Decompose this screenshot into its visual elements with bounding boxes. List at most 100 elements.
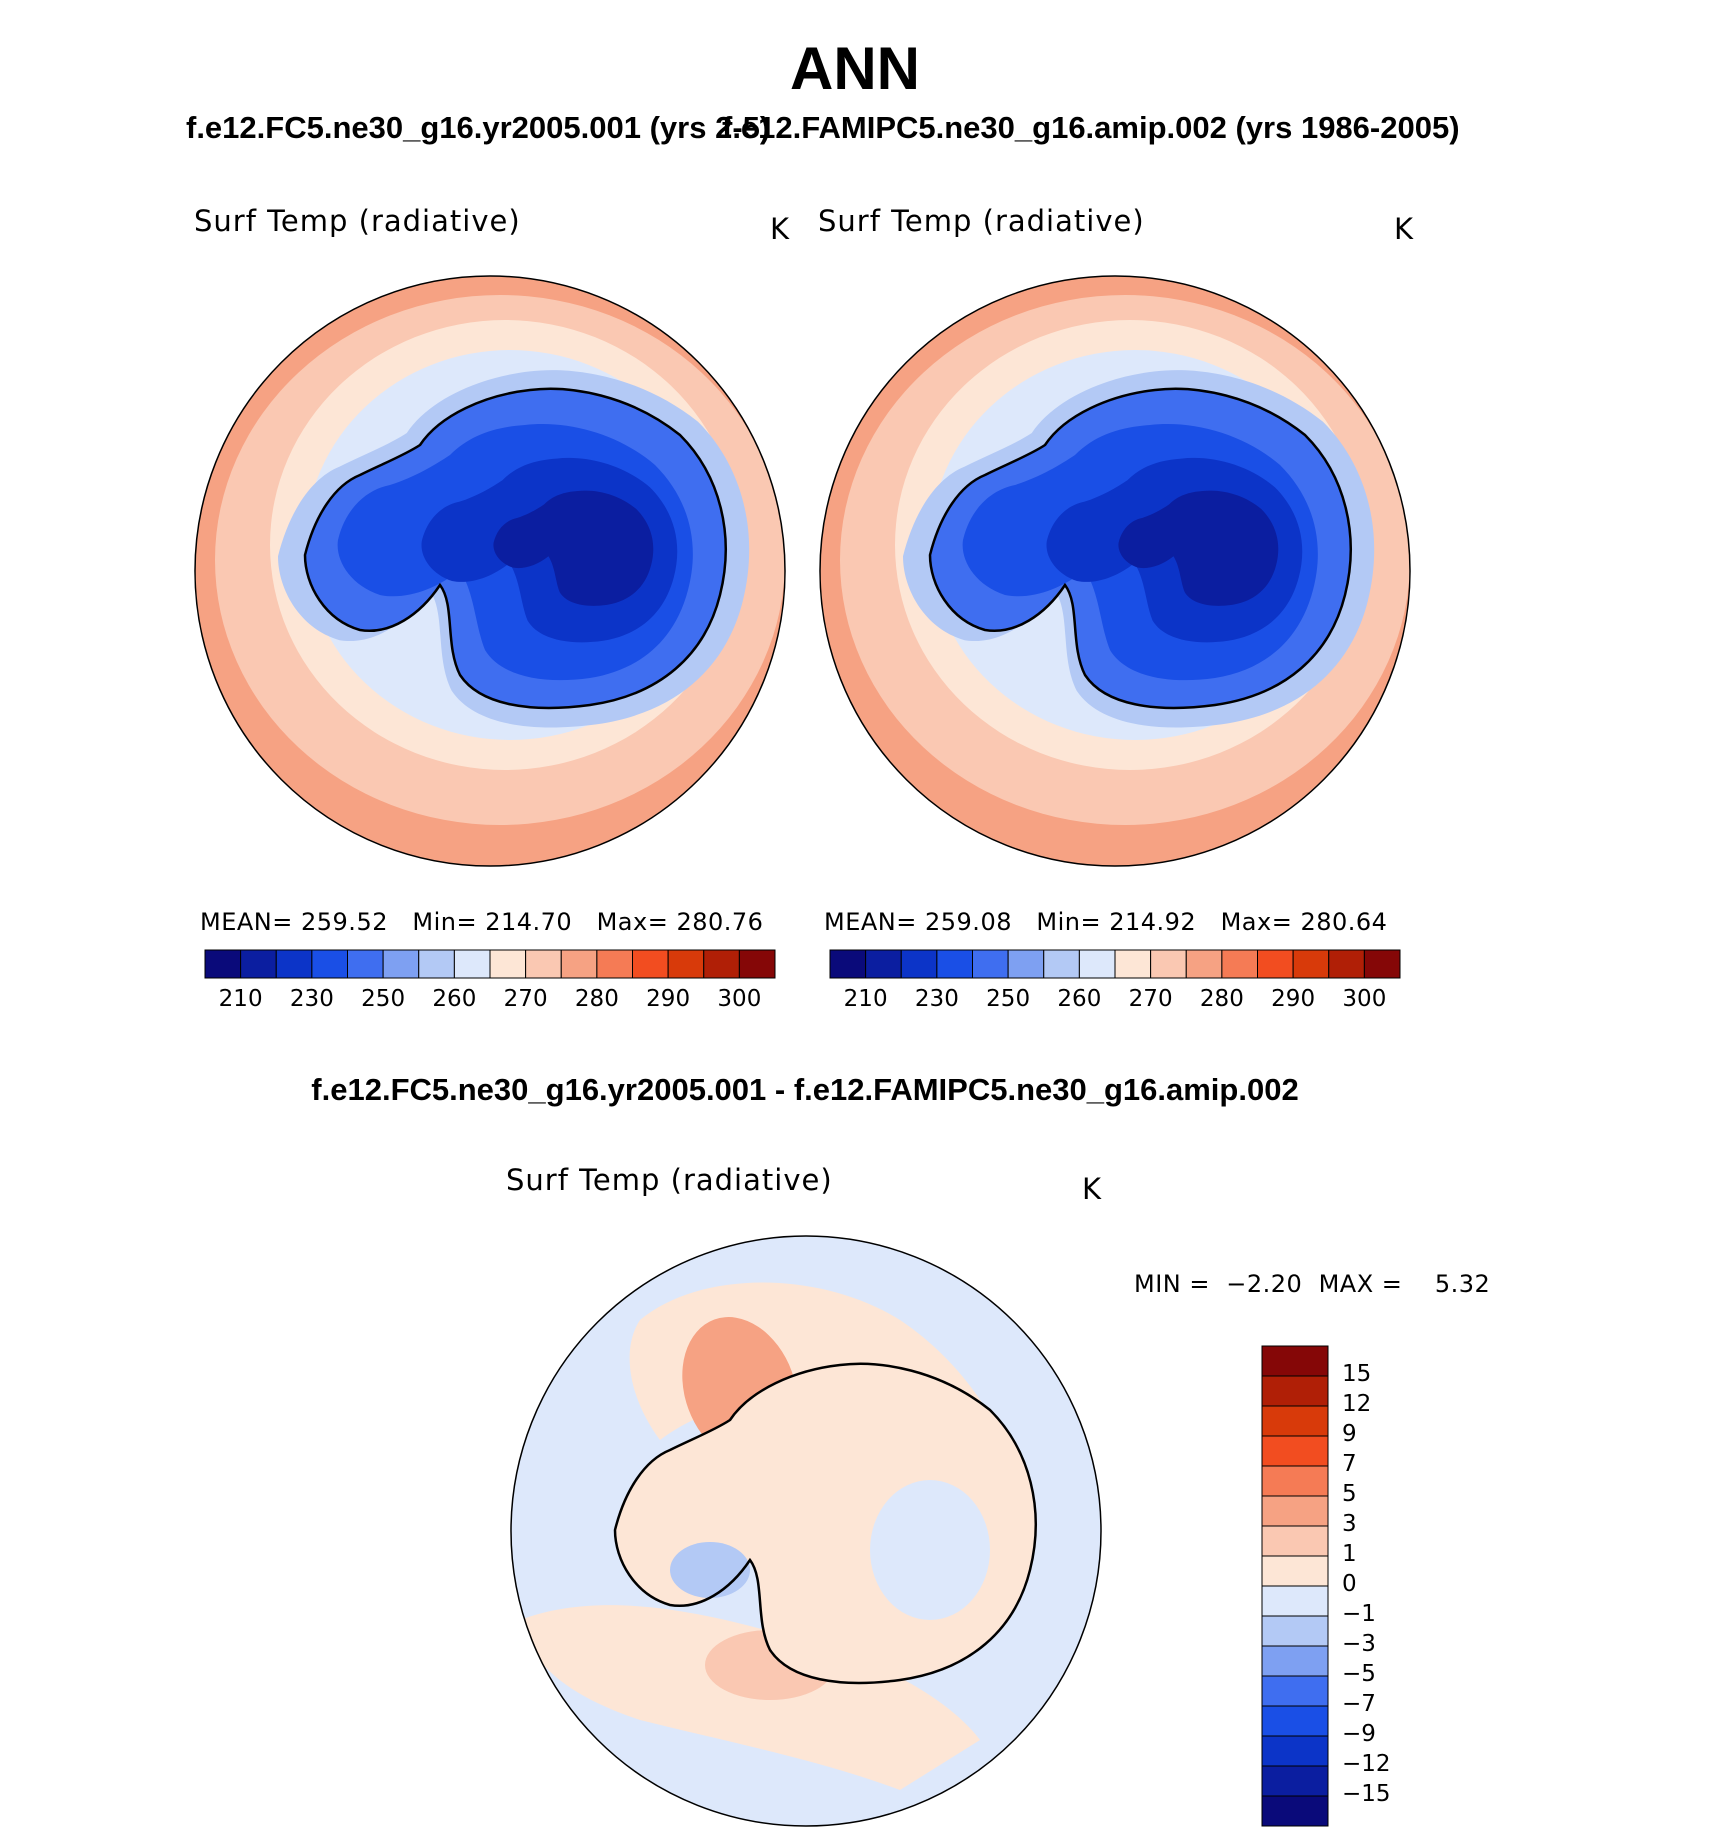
panel3-colorbar-tick-label: 5 (1342, 1481, 1357, 1507)
panel3-colorbar-box (1261, 1675, 1329, 1707)
panel3-map-border (510, 1235, 1102, 1827)
panel3-colorbar-tick-label: 0 (1342, 1571, 1357, 1597)
panel1-colorbar-box (560, 949, 598, 979)
panel1-map-border (194, 275, 786, 867)
case1-title: f.e12.FC5.ne30_g16.yr2005.001 (yrs 2-5) (186, 110, 771, 145)
panel2-colorbar-box (865, 949, 902, 979)
panel1-colorbar-box (240, 949, 277, 979)
panel1-colorbar-tick-label: 250 (361, 986, 406, 1012)
panel2-map-border (819, 275, 1411, 867)
panel1-colorbar-box (418, 949, 455, 979)
panel1-units-label: K (770, 212, 790, 246)
panel3-antarctica (613, 1362, 1037, 1685)
panel2-min-label: Min= (1036, 908, 1102, 936)
panel1-min-value: 214.70 (485, 908, 573, 936)
panel1-colorbar-box (204, 949, 242, 979)
panel1-max-value: 280.76 (676, 908, 764, 936)
panel2-colorbar-box (1043, 949, 1080, 979)
panel3-colorbar-tick-label: 9 (1342, 1421, 1357, 1447)
panel1-colorbar-box (275, 949, 313, 979)
panel1-colorbar-tick-label: 270 (503, 986, 548, 1012)
panel1-max-label: Max= (596, 908, 669, 936)
panel3-colorbar-tick-label: −1 (1342, 1601, 1376, 1627)
panel2-map (820, 276, 1410, 866)
panel2-colorbar-box (972, 949, 1009, 979)
panel2-colorbar-tick-label: 230 (914, 986, 959, 1012)
panel2-colorbar-box (1185, 949, 1223, 979)
panel3-colorbar-box (1261, 1735, 1329, 1767)
panel3-units-label: K (1082, 1172, 1102, 1206)
panel2-mean-label: MEAN= (824, 908, 917, 936)
panel3-colorbar-tick-label: −15 (1342, 1781, 1391, 1807)
panel1-colorbar-box (311, 949, 348, 979)
panel1-colorbar (204, 949, 776, 979)
panel1-colorbar-tick-label: 260 (432, 986, 477, 1012)
panel1-colorbar-box (667, 949, 705, 979)
panel3-colorbar-box (1261, 1555, 1329, 1587)
panel3-colorbar-box (1261, 1465, 1329, 1497)
case2-title: f.e12.FAMIPC5.ne30_g16.amip.002 (yrs 198… (722, 110, 1460, 145)
panel2-min-value: 214.92 (1109, 908, 1197, 936)
panel2-colorbar-box (1007, 949, 1045, 979)
panel2-colorbar (829, 949, 1401, 979)
panel3-colorbar-tick-label: 12 (1342, 1391, 1372, 1417)
panel1-colorbar-box (596, 949, 633, 979)
panel3-colorbar-box (1261, 1615, 1329, 1647)
panel2-stats: MEAN= 259.08 Min= 214.92 Max= 280.64 (824, 908, 1387, 936)
panel1-colorbar-tick-label: 210 (218, 986, 263, 1012)
panel1-colorbar-box (347, 949, 384, 979)
panel1-colorbar-box (525, 949, 562, 979)
panel3-colorbar-box (1261, 1765, 1329, 1797)
panel3-colorbar (1261, 1345, 1329, 1827)
panel1-colorbar-box (632, 949, 669, 979)
panel1-min-label: Min= (412, 908, 478, 936)
panel2-colorbar-box (829, 949, 867, 979)
panel2-colorbar-tick-label: 260 (1057, 986, 1102, 1012)
panel2-colorbar-tick-label: 300 (1342, 986, 1387, 1012)
panel2-colorbar-box (1257, 949, 1294, 979)
panel1-colorbar-tick-label: 280 (574, 986, 619, 1012)
panel1-colorbar-box (453, 949, 491, 979)
panel3-colorbar-tick-label: 1 (1342, 1541, 1357, 1567)
panel2-colorbar-tick-label: 210 (843, 986, 888, 1012)
panel1-mean-value: 259.52 (301, 908, 388, 936)
panel2-units-label: K (1394, 212, 1414, 246)
panel3-max-label: MAX = (1318, 1270, 1403, 1298)
panel3-colorbar-box (1261, 1585, 1329, 1617)
panel1-colorbar-box (489, 949, 527, 979)
panel2-colorbar-box (1363, 949, 1401, 979)
panel3-colorbar-tick-label: −3 (1342, 1631, 1376, 1657)
panel2-colorbar-box (1114, 949, 1152, 979)
panel2-colorbar-box (936, 949, 973, 979)
panel3-variable-label: Surf Temp (radiative) (506, 1163, 833, 1197)
panel3-colorbar-box (1261, 1405, 1329, 1437)
panel2-colorbar-box (1328, 949, 1365, 979)
panel3-max-value: 5.32 (1434, 1270, 1491, 1298)
panel1-map (195, 276, 785, 866)
panel1-stats: MEAN= 259.52 Min= 214.70 Max= 280.76 (200, 908, 763, 936)
panel3-min-value: −2.20 (1226, 1270, 1303, 1298)
panel2-colorbar-box (1078, 949, 1116, 979)
panel3-colorbar-box (1261, 1525, 1329, 1557)
panel1-colorbar-tick-label: 290 (646, 986, 691, 1012)
panel3-colorbar-box (1261, 1435, 1329, 1467)
panel2-colorbar-tick-label: 250 (986, 986, 1031, 1012)
panel3-colorbar-tick-label: −12 (1342, 1751, 1391, 1777)
panel3-stats: MIN = −2.20 MAX = 5.32 (1134, 1270, 1490, 1298)
panel3-colorbar-tick-label: 7 (1342, 1451, 1357, 1477)
panel2-colorbar-box (1221, 949, 1258, 979)
panel1-colorbar-box (738, 949, 776, 979)
panel1-colorbar-box (703, 949, 740, 979)
panel2-mean-value: 259.08 (925, 908, 1012, 936)
figure-title: ANN (790, 35, 920, 102)
panel3-colorbar-tick-label: −9 (1342, 1721, 1376, 1747)
panel3-colorbar-tick-label: 15 (1342, 1361, 1372, 1387)
panel1-variable-label: Surf Temp (radiative) (194, 204, 521, 238)
panel2-max-label: Max= (1220, 908, 1293, 936)
panel3-colorbar-box (1261, 1645, 1329, 1677)
panel3-colorbar-box (1261, 1795, 1329, 1827)
panel2-variable-label: Surf Temp (radiative) (818, 204, 1145, 238)
panel2-colorbar-box (1150, 949, 1187, 979)
panel3-colorbar-tick-label: −5 (1342, 1661, 1376, 1687)
panel2-colorbar-tick-label: 290 (1271, 986, 1316, 1012)
